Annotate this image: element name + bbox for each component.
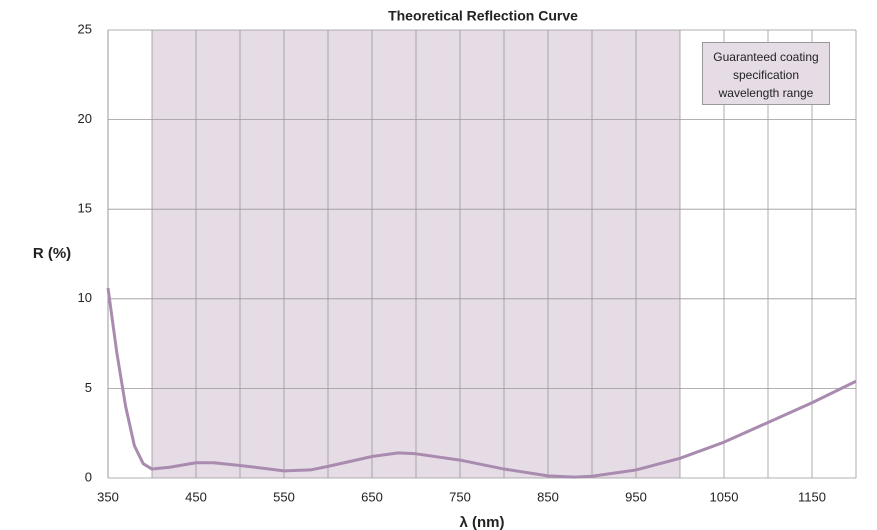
- x-tick-label: 1150: [798, 489, 826, 504]
- y-tick-label: 10: [78, 290, 92, 305]
- x-tick-label: 650: [361, 489, 383, 504]
- y-tick-label: 0: [85, 469, 92, 484]
- y-tick-label: 5: [85, 380, 92, 395]
- x-tick-label: 350: [97, 489, 119, 504]
- y-tick-label: 20: [78, 111, 92, 126]
- y-tick-label: 25: [78, 21, 92, 36]
- x-axis-label: λ (nm): [460, 514, 505, 530]
- x-tick-label: 750: [449, 489, 471, 504]
- x-tick-label: 950: [625, 489, 647, 504]
- chart-title: Theoretical Reflection Curve: [388, 8, 578, 24]
- shaded-region-label: Guaranteed coating specification wavelen…: [702, 42, 830, 105]
- y-tick-label: 15: [78, 201, 92, 216]
- x-tick-label: 450: [185, 489, 207, 504]
- x-tick-label: 850: [537, 489, 559, 504]
- y-axis-label: R (%): [33, 245, 71, 262]
- data-line: [106, 287, 857, 479]
- x-tick-label: 1050: [710, 489, 739, 504]
- x-tick-label: 550: [273, 489, 295, 504]
